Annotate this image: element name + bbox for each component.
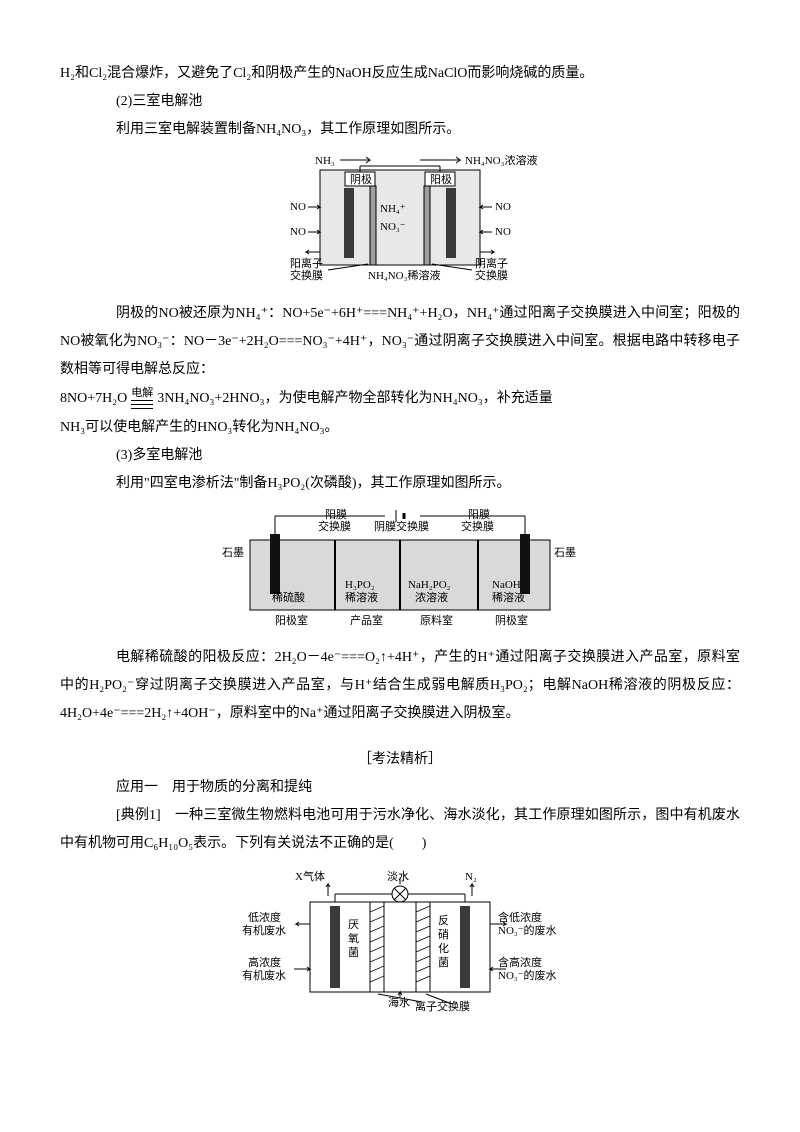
svg-text:NaOH: NaOH <box>492 579 521 591</box>
d2-graphite-l: 石墨 <box>222 546 244 559</box>
d2-h2so4: 稀硫酸 <box>272 590 305 604</box>
svg-text:反: 反 <box>438 914 449 927</box>
eq-lhs: 8NO+7H₂O <box>60 391 127 408</box>
svg-text:NO₃⁻的废水: NO₃⁻的废水 <box>498 923 557 937</box>
d3-n2: N₂ <box>465 871 477 883</box>
diagram-four-chamber: 阳膜 交换膜 阴膜交换膜 阳膜 交换膜 石墨 石墨 稀硫酸 H₃PO₂ 稀溶液 … <box>220 506 580 636</box>
d1-anion-mem-l2: 交换膜 <box>475 268 508 282</box>
d1-no-right: NO <box>495 201 511 213</box>
section-2-body2: NH₃可以使电解产生的HNO₃转化为NH₄NO₃。 <box>60 414 740 442</box>
d1-cathode: 阴极 <box>350 172 372 186</box>
d1-anode: 阳极 <box>430 172 452 186</box>
application-1-title: 应用一 用于物质的分离和提纯 <box>60 774 740 802</box>
d1-cation-mem-l1: 阳离子 <box>290 256 323 270</box>
svg-text:交换膜: 交换膜 <box>318 519 351 533</box>
svg-text:阴膜交换膜: 阴膜交换膜 <box>374 519 429 533</box>
svg-text:有机废水: 有机废水 <box>242 968 286 982</box>
svg-text:低浓度: 低浓度 <box>248 910 281 924</box>
section-2-body1: 阴极的NO被还原为NH₄⁺：NO+5e⁻+6H⁺===NH₄⁺+H₂O，NH₄⁺… <box>60 300 740 384</box>
svg-text:稀溶液: 稀溶液 <box>345 590 378 604</box>
d2-product-room: 产品室 <box>350 613 383 627</box>
section-3-desc: 利用"四室电渗析法"制备H₃PO₂(次磷酸)，其工作原理如图所示。 <box>60 470 740 498</box>
diagram-fuel-cell: X气体 淡水 N₂ 厌氧 <box>240 866 560 1026</box>
d1-no3: NO₃⁻ <box>380 221 406 233</box>
section-3-body: 电解稀硫酸的阳极反应：2H₂O－4e⁻===O₂↑+4H⁺，产生的H⁺通过阳离子… <box>60 644 740 728</box>
svg-text:菌: 菌 <box>438 956 449 969</box>
d2-material-room: 原料室 <box>420 613 453 627</box>
svg-text:硝: 硝 <box>438 928 449 941</box>
svg-text:阳膜: 阳膜 <box>325 508 347 521</box>
d1-nh3: NH₃ <box>315 155 335 167</box>
d1-dilute: NH₄NO₃稀溶液 <box>368 268 440 282</box>
d2-graphite-r: 石墨 <box>554 546 576 559</box>
eq-cond: 电解 <box>131 388 153 399</box>
svg-text:厌: 厌 <box>348 919 359 931</box>
section-2-title: (2)三室电解池 <box>60 88 740 116</box>
equation-total: 8NO+7H₂O 电解 3NH₄NO₃+2HNO₃，为使电解产物全部转化为NH₄… <box>60 388 740 410</box>
example-1: [典例1] 一种三室微生物燃料电池可用于污水净化、海水淡化，其工作原理如图所示，… <box>60 802 740 858</box>
d1-no-right2: NO <box>495 226 511 238</box>
d2-anode-room: 阳极室 <box>275 613 308 627</box>
d3-fresh: 淡水 <box>387 870 409 883</box>
svg-text:菌: 菌 <box>348 946 359 959</box>
d3-seawater: 海水 <box>388 995 410 1009</box>
d1-nh4: NH₄⁺ <box>380 203 406 215</box>
d1-no-left2: NO <box>290 226 306 238</box>
section-2-desc: 利用三室电解装置制备NH₄NO₃，其工作原理如图所示。 <box>60 116 740 144</box>
svg-text:NaH₂PO₂: NaH₂PO₂ <box>408 579 451 591</box>
svg-text:NO₃⁻的废水: NO₃⁻的废水 <box>498 968 557 982</box>
svg-text:浓溶液: 浓溶液 <box>415 590 448 604</box>
d1-anion-mem-l1: 阴离子 <box>475 256 508 270</box>
svg-text:稀溶液: 稀溶液 <box>492 590 525 604</box>
paragraph-intro: H₂和Cl₂混合爆炸，又避免了Cl₂和阴极产生的NaOH反应生成NaClO而影响… <box>60 60 740 88</box>
svg-text:含低浓度: 含低浓度 <box>498 910 542 924</box>
svg-text:有机废水: 有机废水 <box>242 923 286 937</box>
exam-title: ［考法精析］ <box>60 746 740 774</box>
section-3-title: (3)多室电解池 <box>60 442 740 470</box>
svg-text:H₃PO₂: H₃PO₂ <box>345 579 375 591</box>
d3-ionmem: 离子交换膜 <box>415 999 470 1013</box>
diagram-three-chamber: NH₃ NH₄NO₃浓溶液 阴极 阳极 NO NO NH₄⁺ NO₃⁻ NO N… <box>250 152 550 292</box>
svg-text:阳膜: 阳膜 <box>468 508 490 521</box>
svg-text:含高浓度: 含高浓度 <box>498 955 542 969</box>
svg-text:化: 化 <box>438 941 449 955</box>
eq-rhs: 3NH₄NO₃+2HNO₃，为使电解产物全部转化为NH₄NO₃，补充适量 <box>157 391 553 408</box>
d3-xgas: X气体 <box>295 869 325 883</box>
d1-cation-mem-l2: 交换膜 <box>290 268 323 282</box>
svg-text:交换膜: 交换膜 <box>461 519 494 533</box>
d2-cathode-room: 阴极室 <box>495 613 528 627</box>
d1-nh4no3-conc: NH₄NO₃浓溶液 <box>465 153 537 167</box>
svg-text:高浓度: 高浓度 <box>248 955 281 969</box>
d1-no-left: NO <box>290 201 306 213</box>
svg-text:氧: 氧 <box>348 931 359 945</box>
